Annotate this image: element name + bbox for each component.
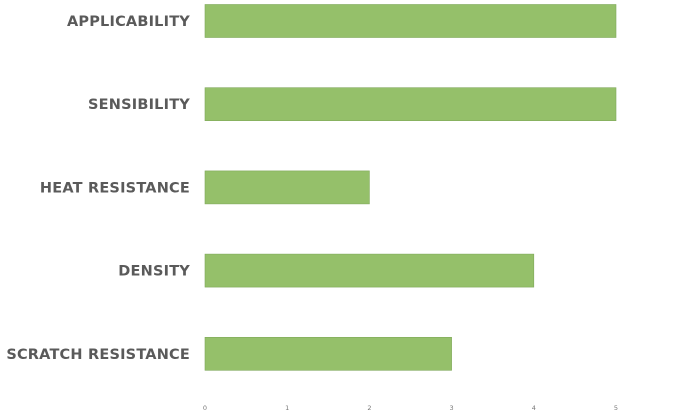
bar-applicability — [204, 4, 617, 38]
x-tick-label-1: 1 — [285, 404, 289, 412]
category-label-applicability: APPLICABILITY — [67, 14, 190, 30]
category-labels: APPLICABILITY SENSIBILITY HEAT RESISTANCE D… — [6, 14, 190, 363]
category-label-heat-resistance: HEAT RESISTANCE — [40, 180, 190, 196]
bar-heat-resistance — [204, 170, 370, 205]
x-tick-label-0: 0 — [203, 404, 207, 412]
x-axis-tick-labels: 0 1 2 3 4 5 — [203, 404, 618, 412]
x-tick-label-5: 5 — [614, 404, 618, 412]
bars — [204, 4, 617, 371]
category-label-sensibility: SENSIBILITY — [88, 97, 190, 113]
x-tick-label-2: 2 — [367, 404, 371, 412]
x-tick-label-4: 4 — [532, 404, 536, 412]
category-label-scratch-resistance: SCRATCH RESISTANCE — [6, 347, 190, 363]
bar-density — [204, 253, 535, 288]
bar-scratch-resistance — [204, 336, 452, 371]
x-tick-label-3: 3 — [450, 404, 454, 412]
category-label-density: DENSITY — [118, 264, 190, 280]
bar-sensibility — [204, 87, 617, 121]
